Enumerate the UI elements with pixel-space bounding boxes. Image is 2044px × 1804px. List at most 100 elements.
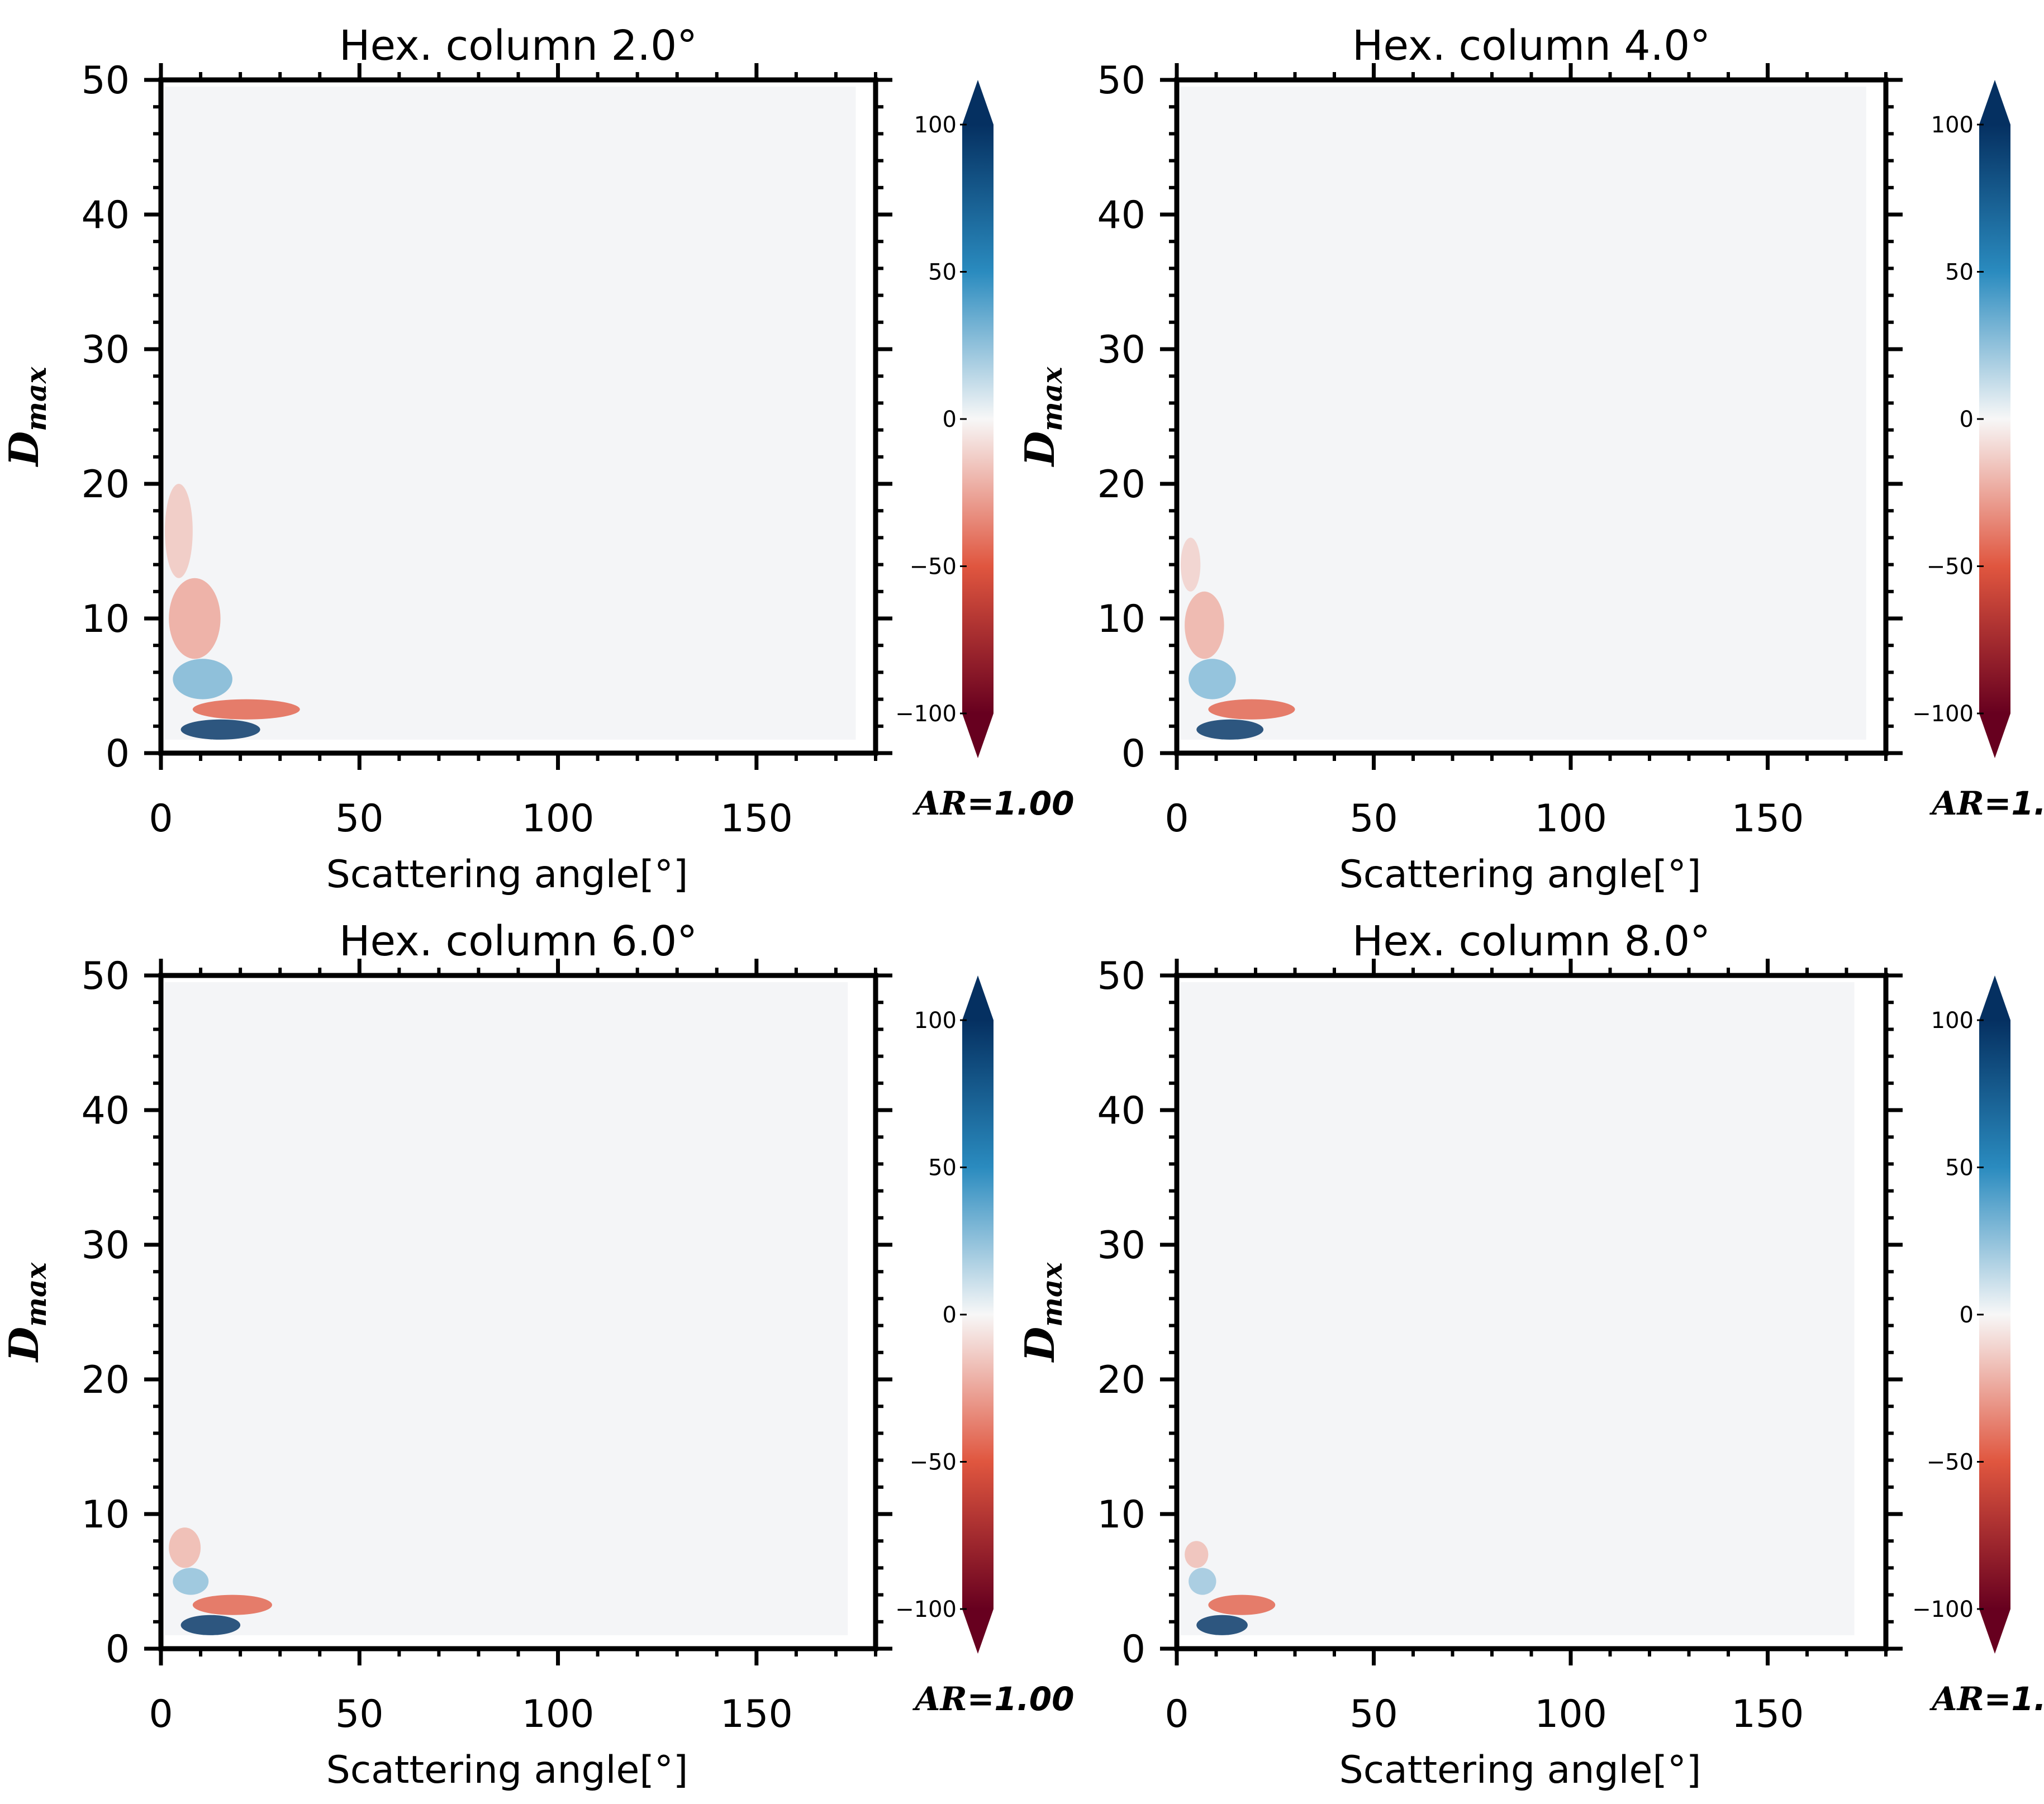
x-axis-label: Scattering angle[°] [1339,853,1701,897]
colorbar-tick-label: 100 [914,1008,957,1034]
colorbar-tick-label: 0 [1960,407,1974,432]
heatmap-cell-1 [1196,719,1264,740]
heatmap-background [1180,982,1855,1635]
x-tick-label: 100 [1534,1692,1607,1736]
y-tick-label: 30 [81,1224,130,1268]
x-tick-label: 0 [149,1692,173,1736]
colorbar-tick-label: −100 [1912,1597,1974,1622]
colorbar: 100 50 0 −50 −100 [895,80,994,758]
heatmap-background [1180,87,1866,740]
panel-title: Hex. column 2.0° [339,22,697,70]
heatmap-cell-3 [173,1568,209,1595]
heatmap-cell-3 [173,659,232,699]
heatmap-cell-2 [1208,1594,1276,1615]
x-tick-label: 50 [335,1692,384,1736]
heatmap-cell-4 [169,1527,201,1568]
heatmap-background [164,87,856,740]
colorbar: 100 50 0 −50 −100 [1912,80,2010,758]
y-tick-label: 10 [81,597,130,641]
colorbar-tick-label: 0 [1960,1302,1974,1328]
y-tick-label: 30 [1097,328,1145,372]
panel-3: Hex. column 6.0° 0 50 100 150 0 10 20 30 40 50 Scat… [0,917,1074,1792]
heatmap-cell-3 [1189,1568,1216,1595]
x-axis-label: Scattering angle[°] [1339,1748,1701,1792]
aspect-ratio-label: AR=1.00 [1929,784,2044,822]
heatmap-cell-1 [180,1615,241,1635]
heatmap-cell-5 [1181,537,1201,592]
colorbar-extend-top [962,975,994,1020]
aspect-ratio-label: AR=1.00 [1929,1680,2044,1718]
x-tick-label: 50 [1349,797,1398,841]
colorbar-tick-label: 100 [1931,112,1974,138]
panel-title: Hex. column 8.0° [1352,917,1710,965]
panel-title: Hex. column 6.0° [339,917,697,965]
heatmap-background [164,982,848,1635]
colorbar-tick-label: −100 [895,1597,957,1622]
colorbar-tick-label: −100 [895,701,957,727]
heatmap-cell-3 [1189,659,1236,699]
x-axis-label: Scattering angle[°] [326,1748,688,1792]
y-tick-label: 50 [81,954,130,998]
x-tick-label: 0 [149,797,173,841]
y-tick-label: 10 [81,1493,130,1537]
y-tick-label: 10 [1097,597,1145,641]
heatmap-cell-2 [192,1594,272,1615]
x-tick-label: 150 [1732,1692,1804,1736]
y-tick-label: 10 [1097,1493,1145,1537]
colorbar-extend-top [1979,975,2010,1020]
colorbar-tick-label: 50 [1945,260,1974,285]
y-axis-label: Dmax [0,1262,53,1363]
y-tick-label: 20 [81,1358,130,1402]
colorbar-extend-bottom [962,713,994,758]
y-tick-label: 30 [81,328,130,372]
colorbar-tick-label: −50 [1927,554,1974,580]
colorbar-extend-top [1979,80,2010,125]
y-tick-label: 50 [1097,954,1145,998]
colorbar-tick-label: 100 [914,112,957,138]
y-tick-label: 0 [1121,1627,1145,1672]
heatmap-cell-4 [169,578,221,659]
heatmap-cell-5 [165,484,193,578]
x-tick-label: 50 [335,797,384,841]
colorbar-extend-bottom [1979,713,2010,758]
y-tick-label: 20 [81,463,130,507]
colorbar: 100 50 0 −50 −100 [1912,975,2010,1654]
x-tick-label: 50 [1349,1692,1398,1736]
x-tick-label: 150 [720,1692,793,1736]
x-tick-label: 150 [720,797,793,841]
x-tick-label: 100 [522,1692,595,1736]
y-tick-label: 0 [1121,732,1145,776]
colorbar-tick-label: 50 [1945,1155,1974,1181]
colorbar: 100 50 0 −50 −100 [895,975,994,1654]
y-tick-label: 0 [106,1627,130,1672]
colorbar-extend-bottom [1979,1609,2010,1654]
heatmap-cell-2 [192,699,300,720]
x-axis-label: Scattering angle[°] [326,853,688,897]
colorbar-tick-label: 0 [943,1302,957,1328]
colorbar-gradient [962,125,994,713]
heatmap-cell-4 [1185,591,1224,659]
x-tick-label: 100 [1534,797,1607,841]
colorbar-tick-label: 50 [928,1155,957,1181]
colorbar-tick-label: 100 [1931,1008,1974,1034]
heatmap-cell-1 [180,719,260,740]
colorbar-tick-label: −50 [910,554,957,580]
colorbar-gradient [962,1020,994,1609]
aspect-ratio-label: AR=1.00 [912,1680,1075,1718]
colorbar-gradient [1979,1020,2010,1609]
panel-title: Hex. column 4.0° [1352,22,1710,70]
x-tick-label: 0 [1164,1692,1189,1736]
y-axis-label: Dmax [1016,1262,1068,1363]
heatmap-cell-1 [1196,1615,1248,1635]
y-tick-label: 20 [1097,463,1145,507]
colorbar-tick-label: −50 [910,1450,957,1475]
y-axis-label: Dmax [1016,366,1068,468]
y-tick-label: 20 [1097,1358,1145,1402]
colorbar-tick-label: 50 [928,260,957,285]
y-tick-label: 0 [106,732,130,776]
y-tick-label: 30 [1097,1224,1145,1268]
panel-4: Hex. column 8.0° 0 50 100 150 0 10 20 30 40 50 Scat… [1016,917,2044,1792]
x-tick-label: 0 [1164,797,1189,841]
colorbar-tick-label: −100 [1912,701,1974,727]
